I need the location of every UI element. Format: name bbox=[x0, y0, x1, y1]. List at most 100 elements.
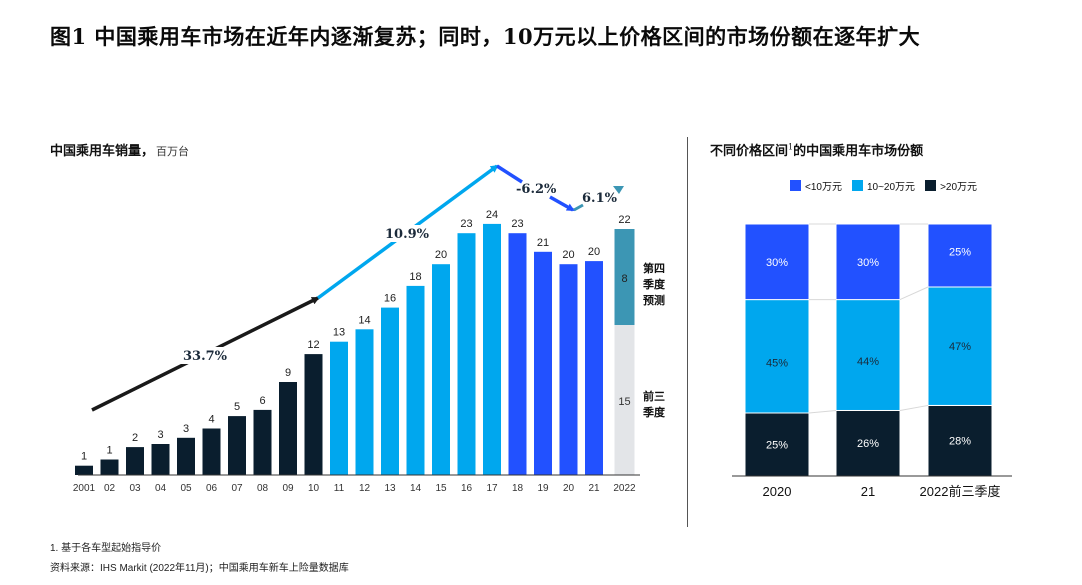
x-tick-label: 18 bbox=[512, 483, 524, 494]
legend-item: <10万元 bbox=[790, 178, 842, 193]
bar-12 bbox=[355, 329, 374, 475]
x-tick-label: 21 bbox=[588, 483, 600, 494]
bar-11 bbox=[330, 341, 348, 475]
bar-value-label: 23 bbox=[511, 218, 523, 230]
x-tick-label: 04 bbox=[155, 483, 167, 494]
side-label-q4-forecast: 预测 bbox=[643, 293, 665, 307]
bar-19 bbox=[534, 251, 552, 475]
share-label: 25% bbox=[766, 440, 788, 452]
left-chart-unit: 百万台 bbox=[156, 145, 190, 158]
bar-segment-label: 15 bbox=[618, 396, 630, 408]
bar-04 bbox=[151, 444, 170, 475]
bar-value-label: 23 bbox=[460, 218, 472, 230]
bar-value-label: 14 bbox=[358, 314, 370, 326]
share-label: 25% bbox=[949, 247, 971, 259]
cagr-arrow-2017-2020 bbox=[549, 195, 575, 212]
x-category-label: 2022前三季度 bbox=[920, 484, 1001, 499]
bar-value-label: 20 bbox=[435, 249, 447, 261]
bar-10 bbox=[304, 354, 323, 475]
left-chart-title: 中国乘用车销量， 百万台 bbox=[50, 140, 189, 159]
x-tick-label: 10 bbox=[308, 483, 320, 494]
share-label: 45% bbox=[766, 357, 788, 369]
cagr-label: 10.9% bbox=[385, 227, 430, 242]
figure-title: 图1 中国乘用车市场在近年内逐渐复苏；同时，10万元以上价格区间的市场份额在逐年… bbox=[50, 24, 921, 49]
bar-value-label: 24 bbox=[486, 209, 498, 221]
x-tick-label: 03 bbox=[129, 483, 141, 494]
x-tick-label: 19 bbox=[537, 483, 549, 494]
x-tick-label: 13 bbox=[384, 483, 396, 494]
left-chart-title-text: 中国乘用车销量， bbox=[50, 144, 155, 159]
bar-value-label: 6 bbox=[259, 395, 265, 407]
cagr-label: -6.2% bbox=[516, 182, 557, 197]
market-share-chart: 25% 45% 30% 2020 26% 44% 30% 21 28% 47% 25% 2022前三季… bbox=[732, 223, 1012, 499]
bar-value-label: 12 bbox=[307, 339, 319, 351]
share-label: 30% bbox=[857, 257, 879, 269]
share-segment-2022前三季度 bbox=[927, 404, 993, 477]
side-label-ytd: 前三 bbox=[643, 389, 665, 403]
share-label: 28% bbox=[949, 436, 971, 448]
share-segment-2022前三季度 bbox=[927, 286, 993, 406]
x-tick-label: 06 bbox=[206, 483, 218, 494]
cagr-label-bg bbox=[180, 347, 226, 364]
bar-value-label: 16 bbox=[384, 293, 396, 305]
x-tick-label: 16 bbox=[461, 483, 473, 494]
bar-16 bbox=[457, 233, 476, 475]
bar-value-label: 1 bbox=[81, 451, 87, 463]
panel-divider bbox=[687, 137, 688, 527]
bar-value-label: 4 bbox=[208, 414, 214, 426]
x-tick-label: 02 bbox=[104, 483, 116, 494]
connector-line bbox=[899, 404, 929, 411]
cagr-label-bg bbox=[382, 225, 430, 242]
share-label: 47% bbox=[949, 341, 971, 353]
bar-2022-ytd bbox=[614, 325, 635, 475]
x-tick-label: 05 bbox=[180, 483, 192, 494]
bar-value-label: 9 bbox=[285, 367, 291, 379]
right-chart-title: 不同价格区间1的中国乘用车市场份额 bbox=[710, 140, 923, 159]
x-tick-label: 20 bbox=[563, 483, 575, 494]
connector-line bbox=[808, 409, 837, 414]
x-tick-label: 2022 bbox=[613, 483, 636, 494]
legend-item: 10~20万元 bbox=[851, 178, 916, 193]
share-label: 44% bbox=[857, 356, 879, 368]
cagr-arrow-2017-2020-start bbox=[496, 164, 523, 184]
bar-09 bbox=[279, 382, 297, 475]
legend-label: 10~20万元 bbox=[866, 182, 916, 193]
bar-21 bbox=[585, 261, 603, 475]
bar-2022-q4-forecast bbox=[614, 229, 635, 325]
x-category-label: 2020 bbox=[763, 484, 792, 499]
x-tick-label: 11 bbox=[334, 483, 345, 494]
legend-swatch-over20 bbox=[925, 180, 937, 191]
x-tick-label: 08 bbox=[257, 483, 269, 494]
x-tick-label: 17 bbox=[486, 483, 498, 494]
x-tick-label: 15 bbox=[435, 483, 447, 494]
bar-20 bbox=[559, 264, 578, 475]
x-tick-label: 12 bbox=[359, 483, 371, 494]
share-segment-2020 bbox=[744, 299, 810, 414]
bar-value-label: 3 bbox=[183, 423, 189, 435]
footnote-pricing: 1. 基于各车型起始指导价 bbox=[50, 543, 162, 554]
legend-label: <10万元 bbox=[805, 182, 842, 193]
bar-value-label: 20 bbox=[588, 246, 600, 258]
bar-value-label: 3 bbox=[157, 429, 163, 441]
bar-17 bbox=[483, 223, 501, 475]
x-tick-label: 14 bbox=[410, 483, 422, 494]
x-tick-label: 07 bbox=[231, 483, 243, 494]
sales-bar-chart: 1 2001 1 02 2 03 3 04 3 05 4 06 5 07 6 08 9 09 12 10 13 11 14 1… bbox=[73, 164, 666, 494]
bar-08 bbox=[253, 409, 272, 475]
bar-14 bbox=[406, 285, 425, 475]
connector-line bbox=[899, 286, 929, 301]
legend: <10万元 10~20万元 >20万元 bbox=[790, 178, 977, 193]
bar-value-label: 5 bbox=[234, 401, 240, 413]
x-tick-label: 09 bbox=[282, 483, 294, 494]
side-label-q4-forecast: 第四 bbox=[643, 261, 665, 275]
footnote-source: 资料来源：IHS Markit (2022年11月)；中国乘用车新车上险量数据库 bbox=[50, 563, 349, 574]
bar-06 bbox=[202, 428, 221, 475]
bar-13 bbox=[381, 307, 399, 475]
share-label: 30% bbox=[766, 257, 788, 269]
legend-item: >20万元 bbox=[925, 178, 977, 193]
bar-15 bbox=[432, 264, 450, 475]
share-segment-21 bbox=[835, 223, 901, 301]
side-label-q4-forecast: 季度 bbox=[642, 277, 666, 291]
bar-2001 bbox=[75, 465, 93, 475]
right-chart-title-suffix: 的中国乘用车市场份额 bbox=[793, 144, 924, 159]
